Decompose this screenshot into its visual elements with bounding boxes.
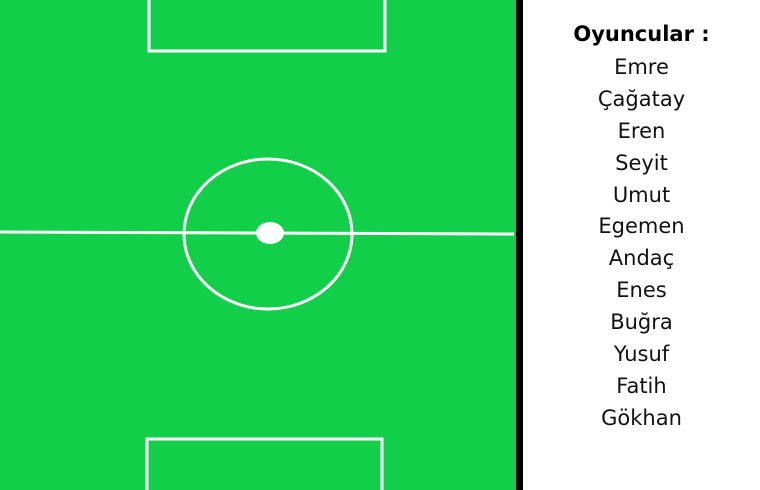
football-pitch[interactable] [0,0,516,490]
player-list: Emre Çağatay Eren Seyit Umut Egemen Andaç Enes B… [523,52,760,435]
player-item[interactable]: Andaç [608,246,675,271]
center-spot [256,222,284,244]
player-item[interactable]: Fatih [616,373,667,398]
divider-thick-segment [516,100,520,490]
top-penalty-box [147,0,387,53]
player-item[interactable]: Enes [616,278,667,303]
player-item[interactable]: Yusuf [613,342,670,367]
pitch-markings [0,0,515,490]
center-circle [182,157,354,311]
player-item[interactable]: Eren [617,118,666,143]
player-item[interactable]: Egemen [598,214,685,239]
player-item[interactable]: Seyit [615,150,668,175]
panel-divider [516,0,523,490]
player-item[interactable]: Çağatay [597,86,686,111]
player-item[interactable]: Buğra [610,310,673,335]
players-title: Oyuncular : [573,22,710,46]
players-panel: Oyuncular : Emre Çağatay Eren Seyit Umut Egem… [523,0,760,490]
player-item[interactable]: Gökhan [601,405,682,430]
player-item[interactable]: Emre [614,55,669,79]
bottom-penalty-box [145,437,384,490]
player-item[interactable]: Umut [612,182,671,207]
